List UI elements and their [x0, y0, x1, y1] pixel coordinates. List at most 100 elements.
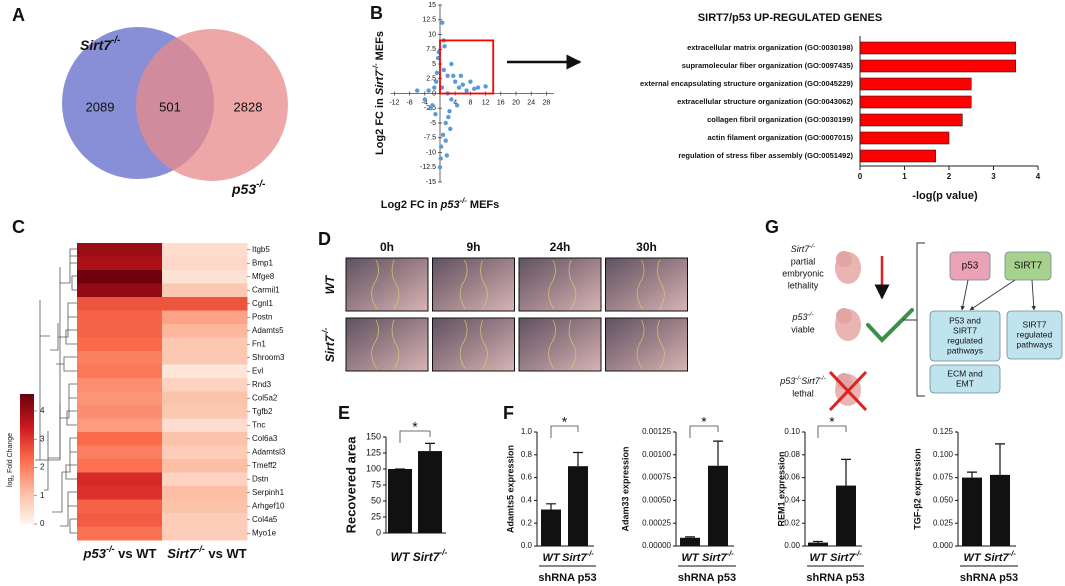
- heatmap-cell: [162, 364, 248, 379]
- ylabel: Log2 FC in Sirt7-/- MEFs: [371, 31, 386, 155]
- diagram-box-label: regulated: [947, 335, 983, 345]
- row-label: Cgnl1: [252, 299, 273, 308]
- bar: [708, 465, 728, 546]
- y-tick-label: 7.5: [426, 46, 436, 53]
- category-label: external encapsulating structure organiz…: [640, 79, 853, 88]
- colorbar-tick-label: 3: [40, 434, 45, 443]
- wound-edge: [371, 319, 400, 370]
- wound-edge: [548, 259, 577, 310]
- y-tick-label: 15: [428, 2, 436, 9]
- y-tick-label: 0.125: [933, 427, 954, 436]
- ylabel-part: -/-: [371, 63, 380, 71]
- dendrogram-branch: [60, 248, 77, 291]
- point: [444, 153, 450, 158]
- point: [437, 165, 443, 170]
- heatmap-cell: [77, 270, 163, 284]
- wound-edge: [459, 319, 488, 370]
- heatmap-cell: [77, 324, 163, 338]
- heatmap-cell: [77, 526, 163, 541]
- point: [438, 156, 443, 161]
- x-tick-label: 3: [991, 172, 996, 181]
- error-bar: [967, 471, 977, 478]
- error-bar: [813, 540, 823, 543]
- row-label: Col6a3: [252, 434, 278, 443]
- time-label: 0h: [380, 240, 394, 254]
- heatmap-cell: [77, 297, 163, 311]
- row-label: Col5a2: [252, 393, 278, 402]
- row-label: Rnd3: [252, 380, 272, 389]
- point: [443, 120, 448, 126]
- y-tick-label: 0.8: [521, 450, 533, 459]
- heatmap-cell: [77, 445, 163, 460]
- category-label: Sirt7-/-: [702, 549, 734, 564]
- wound-image: [432, 317, 515, 372]
- point: [445, 73, 450, 79]
- row-label: Fn1: [252, 339, 266, 348]
- point: [447, 109, 452, 114]
- row-label: Myo1e: [252, 528, 277, 537]
- column-label-part: Sirt7: [167, 546, 197, 561]
- embryo-head: [836, 308, 852, 324]
- panel-label: D: [318, 229, 331, 249]
- venn-set-label-part: p53: [231, 181, 256, 197]
- colorbar-label-part: Fold Change: [7, 433, 14, 475]
- row-label: Dstn: [252, 474, 268, 483]
- diagram-box: [929, 310, 1001, 362]
- venn-set-label-part: Sirt7: [80, 37, 112, 53]
- x-tick-label: 28: [543, 99, 551, 106]
- diagram-box-label: regulated: [1017, 329, 1053, 339]
- point: [475, 85, 481, 90]
- embryo-head: [836, 251, 852, 267]
- venn-count: 2089: [86, 99, 115, 114]
- point: [454, 103, 460, 108]
- y-tick-label: 0.000: [933, 541, 954, 550]
- category-label-part: WT: [963, 552, 981, 564]
- row-label: Tmeff2: [252, 461, 277, 470]
- phenotype-genotype-part: Sirt7: [801, 376, 821, 386]
- significance-bracket: [689, 425, 719, 438]
- y-tick-label: 5: [432, 61, 436, 68]
- y-tick-label: 1.0: [521, 427, 533, 436]
- category-label: WT: [963, 552, 981, 564]
- heatmap-cell: [162, 405, 248, 419]
- significance-label: *: [829, 414, 835, 430]
- bar: [808, 542, 828, 546]
- heatmap-cell: [162, 310, 248, 325]
- category-label: actin filament organization (GO:0007015): [708, 133, 854, 142]
- point: [440, 132, 446, 137]
- significance-bracket: [817, 425, 847, 438]
- heatmap-cell: [162, 378, 248, 392]
- row-label: WT: [323, 274, 337, 294]
- heatmap-cell: [77, 405, 163, 419]
- point: [449, 61, 454, 67]
- y-tick-label: 0: [376, 527, 381, 537]
- diagram-box-label: ECM and: [947, 368, 983, 378]
- row-label: Tnc: [252, 420, 265, 429]
- y-tick-label: 0.00075: [642, 473, 671, 482]
- phenotype-genotype-part: -/-: [808, 311, 814, 318]
- point: [464, 88, 469, 93]
- point: [433, 111, 438, 117]
- category-label: WT: [809, 552, 827, 564]
- panel-label: B: [370, 3, 383, 23]
- row-label: Carmil1: [252, 285, 280, 294]
- heatmap-cell: [77, 310, 163, 325]
- xlabel-part: Log2 FC in: [381, 199, 441, 211]
- phenotype-genotype-part: Sirt7: [791, 244, 811, 254]
- category-label: Sirt7-/-: [830, 549, 862, 564]
- point: [434, 79, 439, 84]
- row-label: Mfge8: [252, 272, 275, 281]
- panel-label: E: [338, 403, 350, 423]
- bar: [859, 149, 936, 163]
- heatmap-cell: [77, 418, 163, 433]
- heatmap-cell: [77, 486, 163, 500]
- column-label: p53-/- vs WT: [83, 544, 157, 561]
- diagram-arrow: [969, 279, 1016, 311]
- error-bar: [713, 440, 723, 466]
- category-label: Sirt7-/-: [562, 549, 594, 564]
- point: [449, 97, 454, 102]
- xlabel-part: -/-: [460, 196, 468, 205]
- heatmap-cell: [162, 459, 248, 473]
- group-label: shRNA p53: [806, 572, 864, 584]
- x-tick-label: -12: [389, 99, 399, 106]
